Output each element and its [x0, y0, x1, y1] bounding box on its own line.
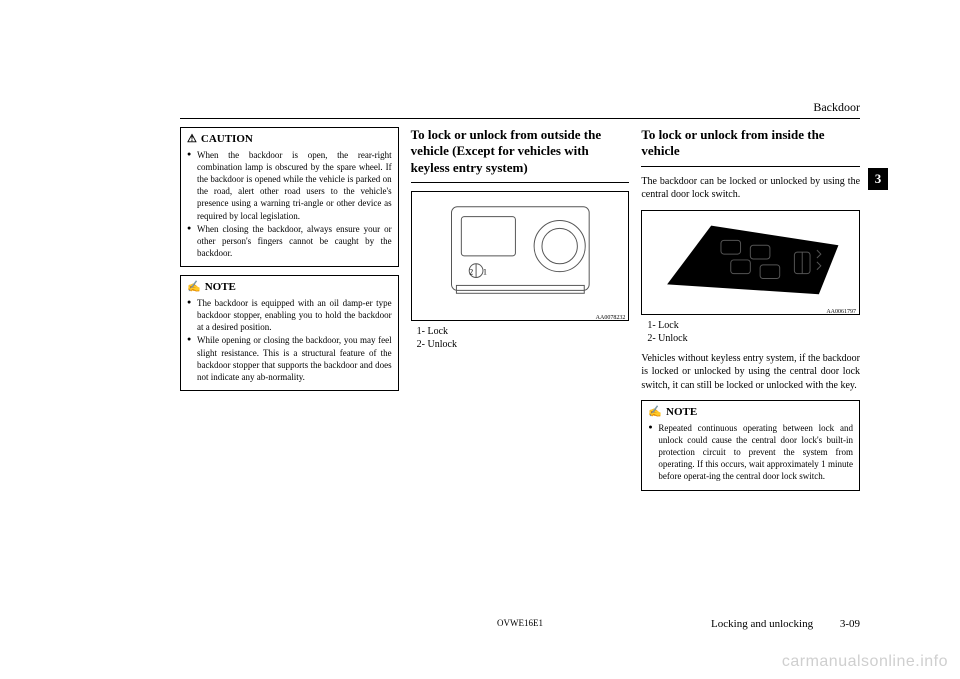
figure-id: AA0078232 [412, 313, 629, 323]
footer-chapter: Locking and unlocking [711, 618, 813, 630]
footer-page: 3-09 [840, 618, 860, 630]
footer-right: Locking and unlocking 3-09 [711, 618, 860, 630]
figure-inside-lock: 1 2 AA0061797 [641, 210, 860, 315]
note-icon: ✍ [648, 405, 662, 420]
note-title: ✍ NOTE [187, 280, 392, 295]
caution-title-text: CAUTION [201, 132, 253, 147]
note-box: ✍ NOTE The backdoor is equipped with an … [180, 275, 399, 391]
note-title-text: NOTE [205, 280, 236, 295]
header-section-title: Backdoor [180, 100, 860, 115]
warning-icon: ⚠ [187, 132, 197, 147]
col3-para2: Vehicles without keyless entry system, i… [641, 352, 860, 393]
svg-text:2: 2 [469, 267, 473, 276]
note-item: Repeated continuous operating between lo… [648, 422, 853, 483]
door-switch-illustration: 1 2 [642, 211, 859, 304]
columns: ⚠ CAUTION When the backdoor is open, the… [180, 127, 860, 499]
column-2: To lock or unlock from outside the vehic… [411, 127, 630, 499]
header-rule [180, 118, 860, 119]
legend-item: 2- Unlock [647, 332, 860, 346]
note-list: Repeated continuous operating between lo… [648, 422, 853, 483]
caution-list: When the backdoor is open, the rear-righ… [187, 149, 392, 259]
heading-rule [411, 182, 630, 183]
legend-item: 1- Lock [647, 319, 860, 333]
note-item: The backdoor is equipped with an oil dam… [187, 297, 392, 333]
figure-id: AA0061797 [642, 307, 859, 317]
svg-text:2: 2 [811, 258, 815, 267]
legend: 1- Lock 2- Unlock [417, 325, 630, 352]
note-list: The backdoor is equipped with an oil dam… [187, 297, 392, 383]
col2-heading: To lock or unlock from outside the vehic… [411, 127, 630, 176]
figure-outside-lock: 2 1 AA0078232 [411, 191, 630, 321]
caution-item: When the backdoor is open, the rear-righ… [187, 149, 392, 222]
col3-heading: To lock or unlock from inside the vehicl… [641, 127, 860, 160]
legend: 1- Lock 2- Unlock [647, 319, 860, 346]
legend-item: 1- Lock [417, 325, 630, 339]
caution-title: ⚠ CAUTION [187, 132, 392, 147]
note-box-2: ✍ NOTE Repeated continuous operating bet… [641, 400, 860, 491]
caution-box: ⚠ CAUTION When the backdoor is open, the… [180, 127, 399, 267]
vehicle-rear-illustration: 2 1 [412, 192, 629, 310]
col3-para1: The backdoor can be locked or unlocked b… [641, 175, 860, 202]
note-icon: ✍ [187, 280, 201, 295]
page-footer: OVWE16E1 Locking and unlocking 3-09 [180, 618, 860, 630]
note-title-text: NOTE [666, 405, 697, 420]
legend-item: 2- Unlock [417, 338, 630, 352]
note-title: ✍ NOTE [648, 405, 853, 420]
svg-text:1: 1 [483, 267, 487, 276]
svg-text:1: 1 [811, 247, 815, 256]
chapter-tab: 3 [868, 168, 888, 190]
heading-rule [641, 166, 860, 167]
column-1: ⚠ CAUTION When the backdoor is open, the… [180, 127, 399, 499]
manual-page: Backdoor 3 ⚠ CAUTION When the backdoor i… [180, 100, 860, 630]
column-3: To lock or unlock from inside the vehicl… [641, 127, 860, 499]
footer-code: OVWE16E1 [497, 618, 543, 628]
note-item: While opening or closing the backdoor, y… [187, 334, 392, 383]
watermark: carmanualsonline.info [782, 653, 948, 671]
caution-item: When closing the backdoor, always ensure… [187, 223, 392, 259]
